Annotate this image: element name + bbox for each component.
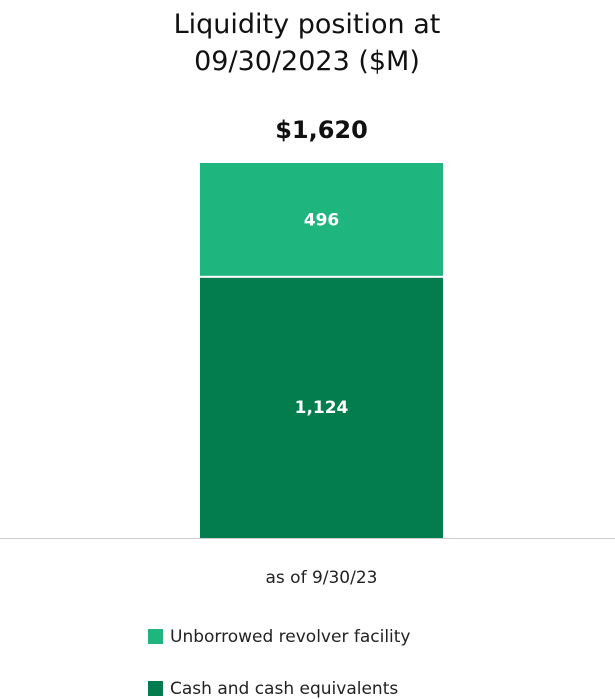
legend-label: Cash and cash equivalents: [170, 679, 398, 699]
chart-title: Liquidity position at 09/30/2023 ($M): [173, 9, 441, 77]
legend-swatch: [148, 681, 163, 696]
value-label: 1,124: [295, 398, 349, 418]
bar-segment: [200, 163, 443, 276]
total-label: $1,620: [275, 116, 368, 144]
value-label: 496: [304, 210, 340, 230]
x-tick-label: as of 9/30/23: [265, 568, 377, 588]
bar-segment: [200, 277, 443, 538]
legend-swatch: [148, 629, 163, 644]
legend-label: Unborrowed revolver facility: [170, 627, 411, 647]
